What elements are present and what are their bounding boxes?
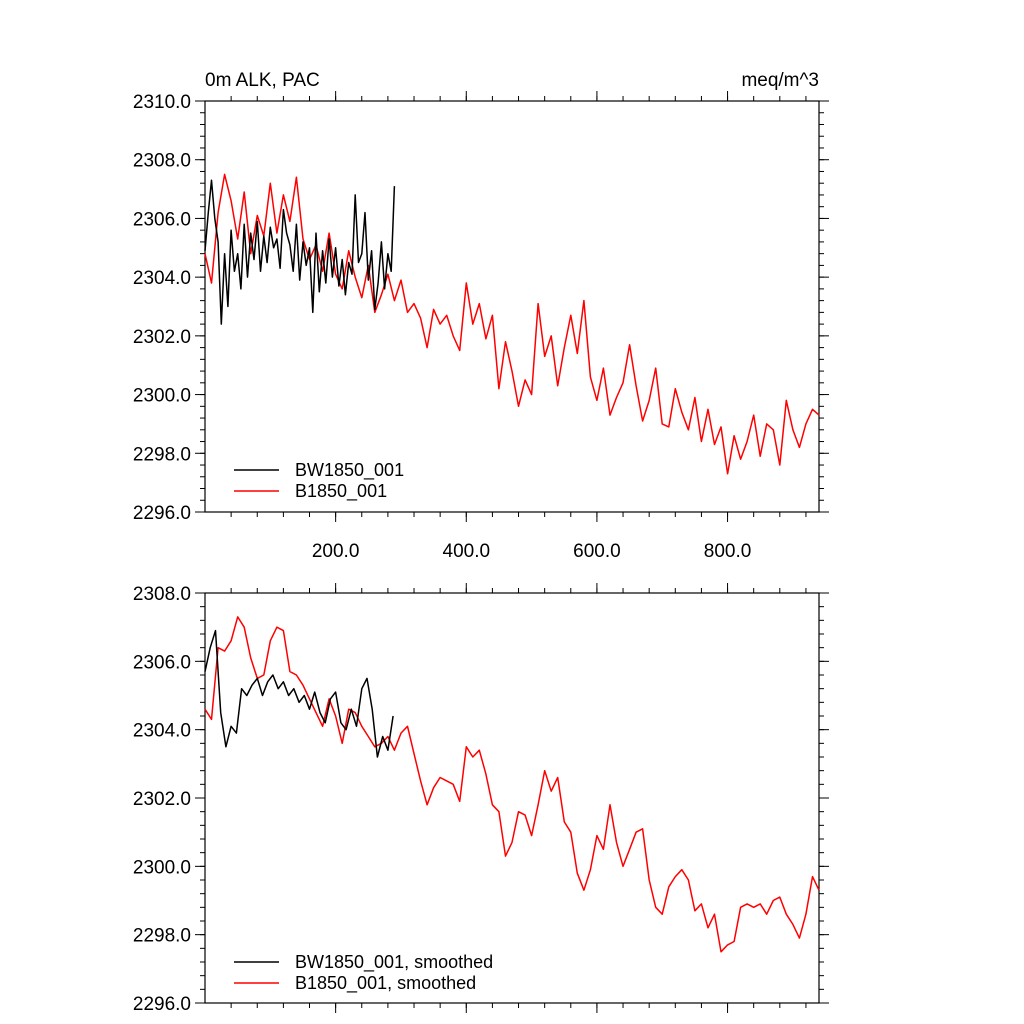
chart-title: 0m ALK, PAC (205, 70, 320, 91)
y-tick-label: 2302.0 (133, 789, 191, 810)
x-tick-label: 200.0 (312, 541, 360, 562)
y-tick-label: 2310.0 (133, 92, 191, 113)
bottom-ticks: 2296.0 2298.0 2300.0 2302.0 2304.0 2306.0 2308… (133, 583, 829, 1015)
series-line-b1850-001 (204, 173, 820, 475)
units-label: meq/m^3 (741, 70, 819, 91)
y-tick-label: 2298.0 (133, 444, 191, 465)
y-tick-label: 2306.0 (133, 209, 191, 230)
y-tick-label: 2308.0 (133, 584, 191, 605)
bottom-panel: 2296.0 2298.0 2300.0 2302.0 2304.0 2306.0 2308… (133, 583, 829, 1015)
top-series (204, 173, 820, 475)
x-tick-label: 400.0 (443, 541, 491, 562)
bottom-series (204, 616, 820, 953)
y-tick-label: 2300.0 (133, 857, 191, 878)
x-tick-label: 800.0 (704, 541, 752, 562)
x-tick-label: 600.0 (573, 541, 621, 562)
legend-label: B1850_001 (295, 481, 387, 502)
y-tick-label: 2304.0 (133, 268, 191, 289)
top-ticks: 2296.0 2298.0 2300.0 2302.0 2304.0 2306.0 2308… (133, 91, 829, 562)
series-line-b1850-001-smoothed (204, 616, 820, 953)
legend-label: B1850_001, smoothed (295, 973, 476, 994)
legend-label: BW1850_001 (295, 460, 404, 481)
top-plot-frame (204, 100, 820, 513)
y-tick-label: 2298.0 (133, 926, 191, 947)
y-tick-label: 2304.0 (133, 721, 191, 742)
bottom-plot-frame (204, 592, 820, 1004)
y-tick-label: 2296.0 (133, 994, 191, 1015)
y-tick-label: 2306.0 (133, 652, 191, 673)
y-tick-label: 2302.0 (133, 327, 191, 348)
legend-label: BW1850_001, smoothed (295, 952, 493, 973)
y-tick-label: 2308.0 (133, 151, 191, 172)
series-line-bw1850-001 (204, 179, 396, 325)
y-tick-label: 2296.0 (133, 503, 191, 524)
top-panel: 0m ALK, PAC meq/m^3 2296.0 2298.0 2300.0 23… (133, 70, 829, 562)
y-tick-label: 2300.0 (133, 386, 191, 407)
series-line-bw1850-001-smoothed (204, 629, 394, 758)
